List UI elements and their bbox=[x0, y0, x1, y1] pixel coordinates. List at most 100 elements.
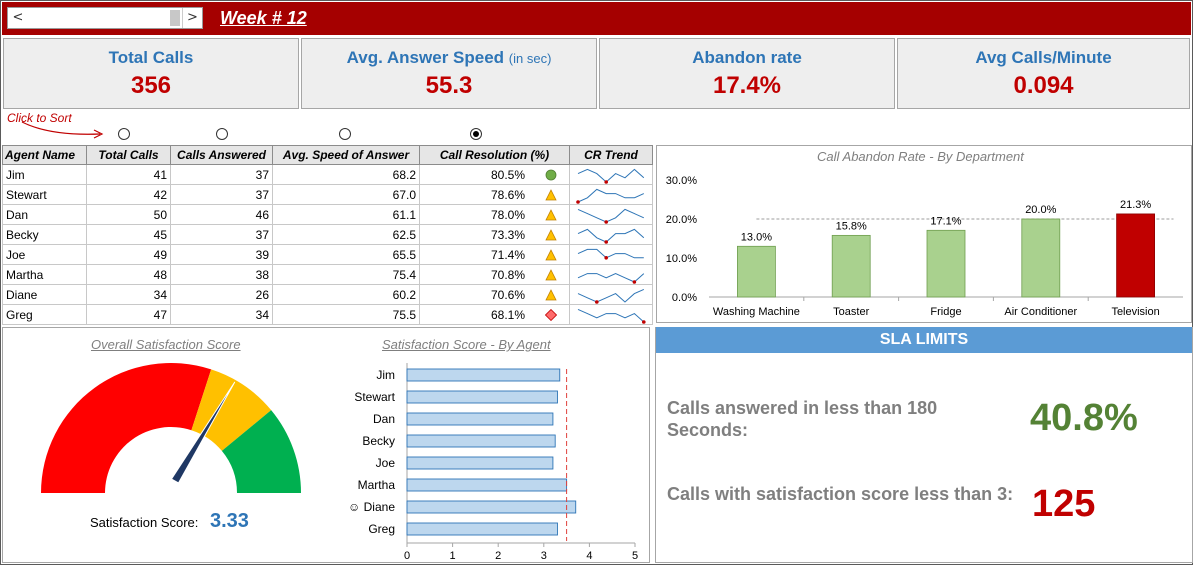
scroll-left-button[interactable]: < bbox=[12, 10, 24, 25]
total-calls-cell: 48 bbox=[86, 264, 171, 285]
y-tick-label: 20.0% bbox=[666, 214, 697, 226]
sparkline-low-point bbox=[576, 200, 580, 204]
data-label: 17.1% bbox=[930, 215, 961, 227]
gauge-segment-yellow bbox=[191, 369, 272, 451]
sla-value-satisfaction: 125 bbox=[1032, 483, 1096, 525]
kpi-value: 55.3 bbox=[425, 72, 473, 99]
bar bbox=[737, 245, 776, 298]
avg-speed-cell: 62.5 bbox=[272, 224, 420, 245]
call-resolution-value: 80.5% bbox=[490, 168, 525, 182]
scroll-right-button[interactable]: > bbox=[182, 8, 202, 28]
sparkline-low-point bbox=[604, 240, 608, 244]
agent-name-cell: Dan bbox=[2, 204, 87, 225]
total-calls-cell: 45 bbox=[86, 224, 171, 245]
kpi-label: Abandon rate bbox=[692, 48, 802, 67]
kpi-sublabel: (in sec) bbox=[508, 51, 552, 66]
sort-radio-avg-speed[interactable] bbox=[339, 128, 351, 140]
kpi-label: Total Calls bbox=[108, 48, 194, 67]
scroll-thumb[interactable] bbox=[170, 10, 180, 26]
cr-trend-sparkline bbox=[577, 168, 645, 184]
calls-answered-cell: 46 bbox=[170, 204, 273, 225]
column-header: Call Resolution (%) bbox=[419, 145, 570, 165]
call-resolution-cell: 78.6% bbox=[419, 184, 570, 205]
call-resolution-cell: 70.6% bbox=[419, 284, 570, 305]
gauge-segment-green bbox=[221, 410, 301, 493]
gauge-title: Overall Satisfaction Score bbox=[91, 337, 241, 352]
cr-trend-sparkline bbox=[577, 228, 645, 244]
avg-speed-cell: 60.2 bbox=[272, 284, 420, 305]
bar bbox=[406, 390, 558, 404]
sort-radio-calls-answered[interactable] bbox=[216, 128, 228, 140]
column-header: CR Trend bbox=[569, 145, 653, 165]
bar bbox=[406, 478, 568, 492]
calls-answered-cell: 34 bbox=[170, 304, 273, 325]
avg-speed-cell: 65.5 bbox=[272, 244, 420, 265]
kpi-value: 17.4% bbox=[712, 72, 782, 99]
sort-arrow-icon bbox=[21, 121, 104, 139]
sparkline-line bbox=[577, 168, 645, 183]
x-tick-label: 0 bbox=[404, 550, 410, 560]
calls-answered-cell: 37 bbox=[170, 164, 273, 185]
total-calls-cell: 34 bbox=[86, 284, 171, 305]
agent-name-cell: Stewart bbox=[2, 184, 87, 205]
cr-trend-sparkline bbox=[577, 288, 645, 304]
agent-name-cell: Greg bbox=[2, 304, 87, 325]
bar bbox=[926, 229, 966, 298]
y-tick-label: 10.0% bbox=[666, 253, 697, 265]
abandon-rate-panel: Call Abandon Rate - By Department 0.0% 10… bbox=[656, 145, 1192, 323]
table-row: Becky 45 37 62.5 73.3% bbox=[2, 224, 653, 245]
cr-trend-sparkline bbox=[576, 188, 645, 204]
cr-trend-cell bbox=[569, 184, 653, 205]
sparkline-line bbox=[577, 288, 645, 303]
table-row: Martha 48 38 75.4 70.8% bbox=[2, 264, 653, 285]
calls-answered-cell: 39 bbox=[170, 244, 273, 265]
data-label: 21.3% bbox=[1120, 199, 1151, 211]
bar bbox=[406, 412, 554, 426]
sparkline-low-point bbox=[595, 300, 599, 304]
total-calls-cell: 50 bbox=[86, 204, 171, 225]
column-header: Calls Answered bbox=[170, 145, 273, 165]
category-label: Joe bbox=[376, 456, 396, 470]
bar bbox=[406, 500, 577, 514]
table-row: Greg 47 34 75.5 68.1% bbox=[2, 304, 653, 325]
bar bbox=[406, 522, 558, 536]
call-resolution-value: 70.6% bbox=[490, 288, 525, 302]
call-resolution-value: 73.3% bbox=[490, 228, 525, 242]
sla-text-answered: Calls answered in less than 180 Seconds: bbox=[667, 398, 938, 440]
sort-radio-total-calls[interactable] bbox=[118, 128, 130, 140]
kpi-label: Avg Calls/Minute bbox=[975, 48, 1112, 67]
sparkline-low-point bbox=[604, 180, 608, 184]
table-row: Dan 50 46 61.1 78.0% bbox=[2, 204, 653, 225]
sla-header: SLA LIMITS bbox=[656, 327, 1192, 353]
cr-trend-cell bbox=[569, 224, 653, 245]
cr-trend-sparkline bbox=[577, 248, 644, 260]
agent-table: Agent Name Total Calls Calls Answered Av… bbox=[2, 145, 653, 325]
abandon-rate-chart: 0.0% 10.0% 20.0% 30.0% 13.0% Washing Machine 1… bbox=[666, 175, 1183, 318]
call-resolution-value: 68.1% bbox=[490, 308, 525, 322]
kpi-total-calls: Total Calls 356 bbox=[3, 38, 299, 109]
sort-radio-call-resolution[interactable] bbox=[470, 128, 482, 140]
sparkline-line bbox=[577, 208, 645, 223]
bar bbox=[406, 456, 554, 470]
bar bbox=[1021, 218, 1061, 298]
cr-trend-cell bbox=[569, 304, 653, 325]
warning-triangle-icon bbox=[545, 249, 557, 261]
y-tick-label: 0.0% bbox=[672, 292, 697, 304]
sparkline-low-point bbox=[604, 256, 608, 260]
cr-trend-cell bbox=[569, 264, 653, 285]
week-title: Week # 12 bbox=[220, 8, 307, 28]
data-label: 20.0% bbox=[1025, 204, 1056, 216]
call-resolution-value: 71.4% bbox=[490, 248, 525, 262]
week-scrollbar[interactable]: < > bbox=[7, 7, 203, 29]
bar bbox=[406, 434, 556, 448]
satisfaction-score-label: Satisfaction Score: bbox=[90, 515, 199, 530]
total-calls-cell: 47 bbox=[86, 304, 171, 325]
sparkline-low-point bbox=[642, 320, 646, 324]
table-row: Joe 49 39 65.5 71.4% bbox=[2, 244, 653, 265]
warning-triangle-icon bbox=[545, 189, 557, 201]
data-label: 15.8% bbox=[836, 220, 867, 232]
calls-answered-cell: 26 bbox=[170, 284, 273, 305]
critical-diamond-icon bbox=[545, 309, 557, 321]
agent-satisfaction-title: Satisfaction Score - By Agent bbox=[382, 337, 551, 352]
avg-speed-cell: 75.5 bbox=[272, 304, 420, 325]
